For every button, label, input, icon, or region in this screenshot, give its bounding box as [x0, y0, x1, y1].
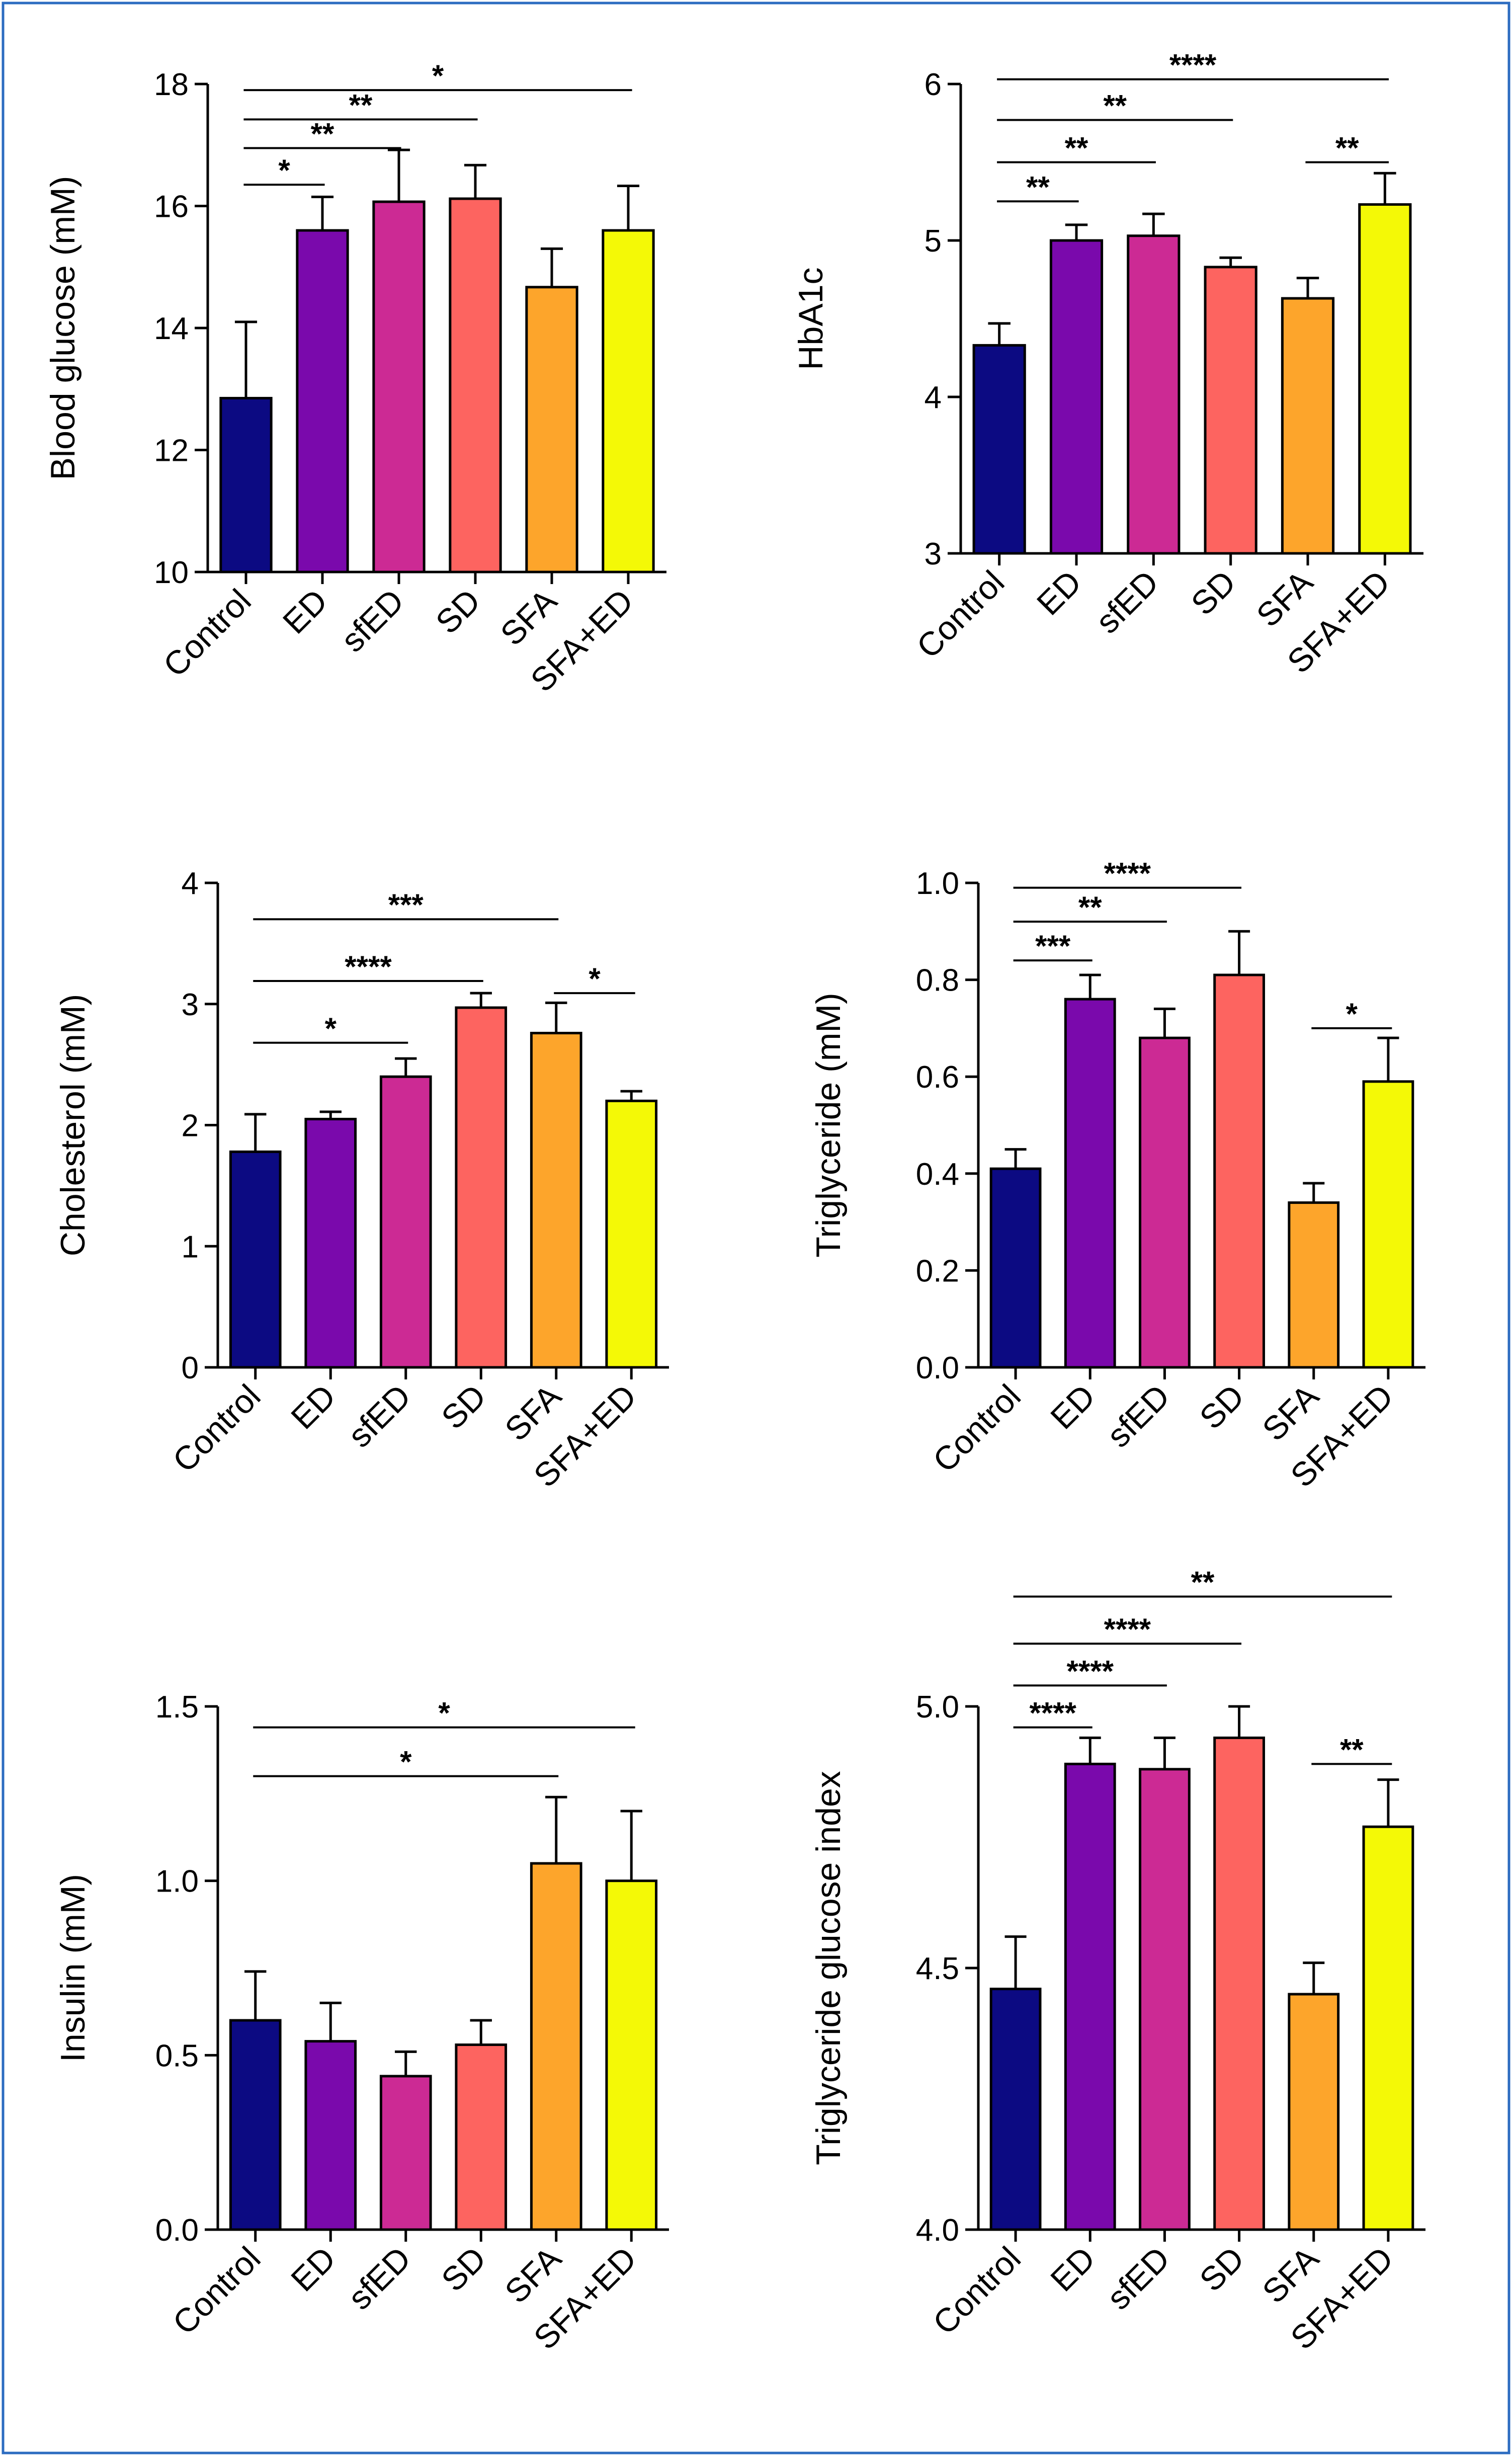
y-tick-label: 4: [182, 866, 199, 901]
significance-label: **: [1191, 1566, 1215, 1599]
bar-ed: [304, 1117, 357, 1369]
bar-sfed: [379, 2075, 432, 2231]
y-tick-label: 4.0: [916, 2213, 959, 2248]
y-tick-label: 16: [154, 190, 189, 224]
bar-sfa: [530, 1862, 582, 2231]
bar-control: [972, 344, 1026, 555]
bar-sfa: [1281, 297, 1335, 555]
y-tick-label: 2: [182, 1109, 199, 1143]
bar-sfa-plus-ed: [605, 1099, 658, 1369]
y-tick-label: 0.6: [916, 1060, 959, 1095]
significance-label: ****: [1169, 48, 1217, 82]
y-tick-label: 0.4: [916, 1157, 959, 1192]
bar-ed: [1064, 1762, 1116, 2231]
significance-label: ****: [345, 950, 392, 984]
significance-label: *: [1346, 997, 1358, 1031]
significance-label: ****: [1067, 1654, 1114, 1688]
y-axis-title: Cholesterol (mM): [54, 994, 92, 1256]
bar-sfa: [525, 286, 578, 574]
y-tick-label: 1.0: [916, 866, 959, 901]
bar-sfed: [1127, 234, 1181, 555]
y-tick-label: 1.5: [155, 1690, 199, 1725]
bar-sfa: [1288, 1201, 1340, 1369]
significance-label: ****: [1029, 1696, 1076, 1730]
bar-sfed: [1139, 1768, 1191, 2231]
y-tick-label: 14: [154, 311, 189, 346]
y-tick-label: 0.2: [916, 1254, 959, 1288]
y-tick-label: 5: [925, 224, 942, 259]
significance-label: **: [349, 88, 373, 122]
bar-control: [219, 396, 273, 574]
bar-sfa-plus-ed: [1362, 1080, 1414, 1369]
bar-ed: [1049, 239, 1104, 555]
bar-sd: [1213, 1736, 1265, 2231]
y-tick-label: 6: [925, 67, 942, 102]
significance-label: ****: [1104, 857, 1151, 890]
significance-label: **: [1026, 170, 1050, 204]
y-axis-title: Blood glucose (mM): [44, 176, 82, 480]
y-tick-label: 5.0: [916, 1690, 959, 1725]
significance-label: *: [438, 1696, 450, 1730]
y-tick-label: 0: [182, 1351, 199, 1385]
significance-label: *: [278, 153, 290, 187]
y-tick-label: 3: [182, 988, 199, 1022]
bar-control: [229, 1150, 282, 1369]
y-tick-label: 0.8: [916, 963, 959, 998]
bar-sfed: [372, 200, 426, 574]
y-tick-label: 12: [154, 434, 189, 468]
bar-sfa: [1288, 1993, 1340, 2231]
significance-label: **: [1078, 890, 1102, 924]
significance-label: *: [589, 962, 601, 996]
bar-sd: [455, 2043, 508, 2231]
bar-sd: [1204, 266, 1257, 555]
bar-ed: [296, 229, 349, 574]
significance-label: *: [325, 1012, 337, 1045]
bar-ed: [1064, 998, 1116, 1369]
significance-label: **: [1065, 131, 1088, 165]
y-tick-label: 0.0: [155, 2213, 199, 2248]
y-tick-label: 0.0: [916, 1351, 959, 1385]
bar-sfa-plus-ed: [602, 229, 655, 574]
bar-control: [989, 1988, 1042, 2231]
significance-label: **: [1340, 1733, 1364, 1766]
y-axis-title: Triglyceride glucose index: [809, 1771, 848, 2165]
significance-label: *: [432, 59, 444, 93]
y-tick-label: 1.0: [155, 1864, 199, 1899]
bar-sfa: [530, 1032, 582, 1369]
bar-control: [989, 1167, 1042, 1369]
significance-label: **: [311, 117, 334, 150]
y-axis-title: Triglyceride (mM): [809, 993, 848, 1257]
y-tick-label: 1: [182, 1230, 199, 1264]
bar-sfed: [379, 1075, 432, 1369]
bar-control: [229, 2019, 282, 2231]
bar-sd: [1213, 973, 1265, 1369]
y-tick-label: 10: [154, 555, 189, 590]
y-axis-title: Insulin (mM): [54, 1874, 92, 2062]
y-tick-label: 3: [925, 537, 942, 571]
significance-label: ***: [1035, 929, 1071, 963]
bar-sfa-plus-ed: [605, 1879, 658, 2231]
y-axis-title: HbA1c: [792, 267, 830, 370]
y-tick-label: 4: [925, 380, 942, 415]
y-tick-label: 0.5: [155, 2038, 199, 2073]
bar-ed: [304, 2040, 357, 2231]
bar-sfa-plus-ed: [1358, 203, 1412, 555]
bar-sfed: [1139, 1036, 1191, 1369]
y-tick-label: 4.5: [916, 1951, 959, 1986]
y-tick-label: 18: [154, 67, 189, 102]
bar-sfa-plus-ed: [1362, 1825, 1414, 2231]
significance-label: ****: [1104, 1612, 1151, 1646]
bar-sd: [455, 1006, 508, 1369]
significance-label: ***: [388, 888, 424, 922]
bar-sd: [449, 197, 502, 574]
significance-label: **: [1335, 131, 1359, 165]
significance-label: *: [400, 1745, 412, 1779]
significance-label: **: [1103, 89, 1127, 123]
